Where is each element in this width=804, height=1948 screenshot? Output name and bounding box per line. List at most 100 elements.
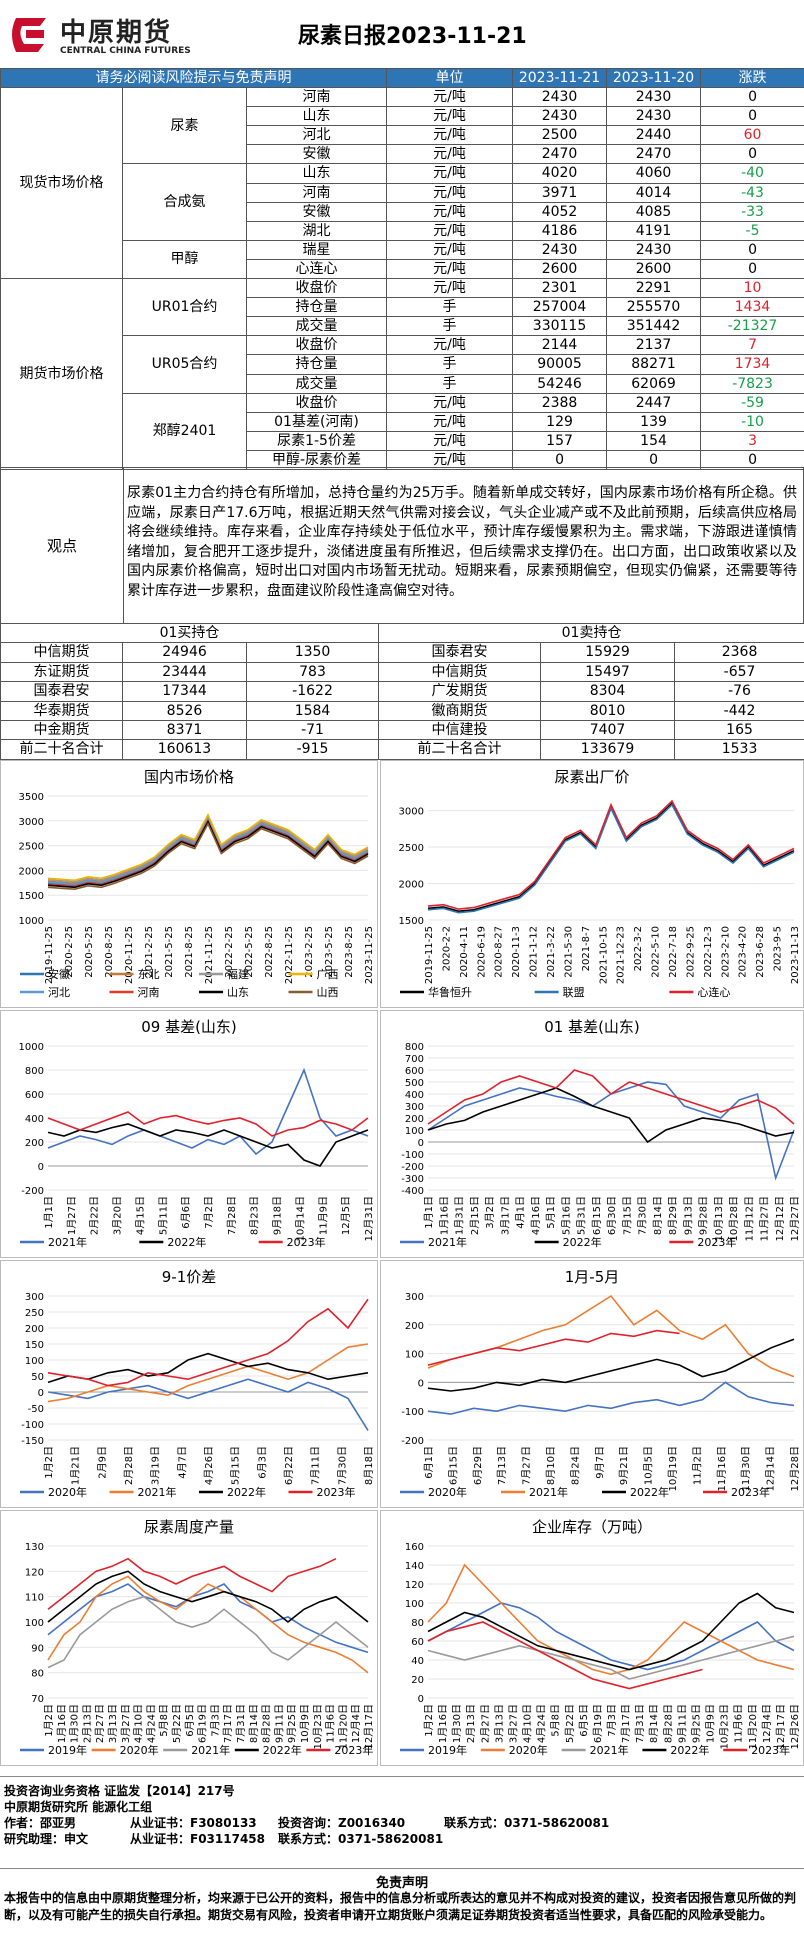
- change-cell: -33: [700, 201, 804, 222]
- x-tick-label: 12月17日: [363, 1704, 375, 1749]
- x-tick-label: 2月28日: [123, 1446, 135, 1485]
- long-broker: 华泰期货: [0, 700, 123, 722]
- value-prev: 2470: [606, 144, 702, 165]
- y-tick-label: -100: [21, 1420, 44, 1431]
- legend-label: 2021年: [48, 1235, 87, 1249]
- series-line: [47, 1557, 337, 1610]
- table-row: 安徽 元/吨 4052 4085 -33: [1, 201, 804, 222]
- value-prev: 351442: [606, 316, 702, 337]
- x-tick-label: 9月11日: [273, 1704, 285, 1743]
- long-volume: 24946: [122, 642, 247, 663]
- item-name: 河南: [245, 182, 388, 203]
- x-tick-label: 2020-4-11: [459, 926, 470, 978]
- long-broker: 中金期货: [0, 720, 123, 741]
- legend-label: 2023年: [751, 1743, 790, 1757]
- value-prev: 62069: [606, 373, 702, 394]
- x-tick-label: 2月9日: [96, 1446, 108, 1479]
- chart-title: 1月-5月: [565, 1268, 620, 1286]
- value-today: 2600: [512, 258, 608, 280]
- x-tick-label: 10月19日: [667, 1446, 679, 1491]
- legend-label: 河北: [48, 986, 70, 999]
- y-tick-label: 100: [25, 1356, 44, 1367]
- legend-label: 2020年: [120, 1743, 159, 1757]
- unit-cell: 元/吨: [386, 278, 514, 299]
- change-cell: 0: [700, 106, 804, 127]
- chart-title: 09 基差(山东): [141, 1018, 237, 1036]
- value-today: 2388: [512, 392, 608, 413]
- unit-cell: 元/吨: [386, 106, 514, 127]
- x-tick-label: 5月11日: [157, 1196, 169, 1235]
- y-tick-label: 500: [405, 1078, 424, 1089]
- y-tick-label: 200: [25, 1324, 44, 1335]
- x-tick-label: 12月27日: [789, 1196, 801, 1241]
- series-line: [47, 1570, 369, 1624]
- col-date-2: 2023-11-20: [606, 67, 702, 89]
- change-cell: 1734: [700, 354, 804, 375]
- short-volume: 8010: [540, 700, 676, 722]
- change-cell: 1434: [700, 297, 804, 318]
- long-volume: 8371: [122, 720, 247, 741]
- change-cell: -5: [700, 220, 804, 241]
- change-cell: 10: [700, 278, 804, 299]
- legend-label: 福建: [227, 967, 249, 981]
- col-date-1: 2023-11-21: [512, 67, 608, 89]
- x-tick-label: 3月27日: [120, 1704, 132, 1743]
- table-row: 01基差(河南) 元/吨 129 139 -10: [1, 411, 804, 432]
- license-line: 投资咨询业务资格 证监发【2014】217号: [4, 1784, 235, 1798]
- risk-notice-cell: 请务必阅读风险提示与免责声明: [0, 67, 388, 89]
- position-row: 中信期货 24946 1350 国泰君安 15929 2368: [0, 642, 804, 663]
- company-logo-icon: [10, 14, 52, 56]
- x-tick-label: 9月11日: [676, 1704, 688, 1743]
- y-tick-label: 400: [405, 1090, 424, 1101]
- unit-cell: 元/吨: [386, 449, 514, 470]
- x-tick-label: 7月17日: [620, 1704, 632, 1743]
- legend-label: 2022年: [227, 1485, 266, 1499]
- x-tick-label: 12月4日: [761, 1704, 773, 1743]
- x-tick-label: 2023-5-25: [324, 926, 335, 978]
- value-today: 129: [512, 411, 608, 432]
- y-tick-label: 300: [405, 1102, 424, 1113]
- long-change: 1350: [245, 642, 380, 663]
- y-tick-label: 2500: [19, 842, 44, 853]
- position-row: 华泰期货 8526 1584 徽商期货 8010 -442: [0, 700, 804, 722]
- y-tick-label: 70: [31, 1694, 44, 1705]
- x-tick-label: 9月25日: [286, 1704, 298, 1743]
- short-broker: 国泰君安: [378, 642, 542, 663]
- unit-cell: 元/吨: [386, 125, 514, 146]
- short-positions-title: 01卖持仓: [378, 622, 804, 644]
- logo-subtext: CENTRAL CHINA FUTURES: [60, 46, 191, 56]
- x-tick-label: 8月18日: [363, 1446, 375, 1485]
- series-line: [427, 803, 795, 914]
- item-name: 河北: [245, 125, 388, 146]
- value-prev: 4060: [606, 163, 702, 184]
- x-tick-label: 2020-11-25: [124, 926, 135, 984]
- y-tick-label: 120: [25, 1567, 44, 1578]
- legend-label: 2022年: [670, 1743, 709, 1757]
- x-tick-label: 7月2日: [203, 1196, 215, 1229]
- x-tick-label: 3月27日: [507, 1704, 519, 1743]
- x-tick-label: 12月28日: [789, 1446, 801, 1491]
- value-prev: 4014: [606, 182, 702, 203]
- x-tick-label: 2022-2-25: [224, 926, 235, 978]
- x-tick-label: 10月23日: [312, 1704, 324, 1749]
- outlook-text: 尿素01主力合约持仓有所增加，总持仓量约为25万手。随着新单成交转好，国内尿素市…: [127, 485, 797, 599]
- x-tick-label: 6月3日: [256, 1446, 268, 1479]
- x-tick-label: 7月27日: [521, 1446, 533, 1485]
- item-name: 成交量: [245, 316, 388, 337]
- x-tick-label: 7月28日: [226, 1196, 238, 1235]
- x-tick-label: 2021-5-30: [563, 926, 574, 978]
- long-change: -71: [245, 720, 380, 741]
- legend-label: 2020年: [509, 1743, 548, 1757]
- x-tick-label: 2023-2-10: [720, 926, 731, 978]
- x-tick-label: 9月28日: [698, 1196, 710, 1235]
- y-tick-label: 3500: [19, 792, 44, 803]
- item-name: 收盘价: [245, 392, 388, 413]
- x-tick-label: 2019-11-25: [424, 926, 435, 984]
- x-tick-label: 3月17日: [499, 1196, 511, 1235]
- org-line: 中原期货研究所 能源化工组: [4, 1800, 153, 1814]
- x-tick-label: 11月6日: [325, 1704, 337, 1743]
- x-tick-label: 10月9日: [705, 1704, 717, 1743]
- value-prev: 255570: [606, 297, 702, 318]
- change-cell: -43: [700, 182, 804, 203]
- y-tick-label: 120: [405, 1580, 424, 1591]
